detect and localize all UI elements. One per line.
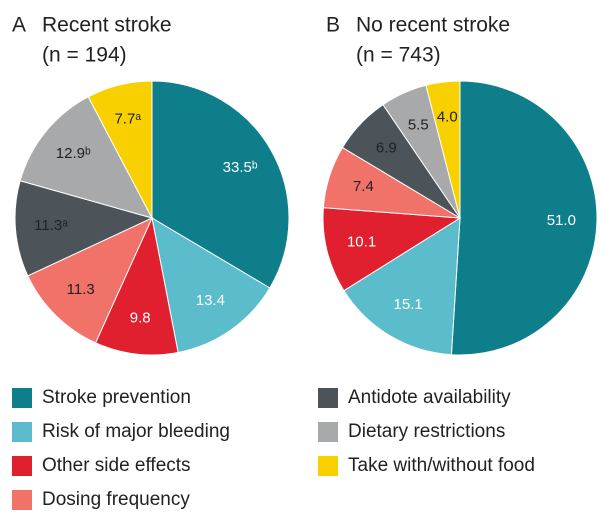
slice-label: 12.9ᵇ <box>56 145 91 162</box>
legend-swatch <box>318 422 338 442</box>
slice-label: 4.0 <box>437 108 458 125</box>
legend-swatch <box>318 456 338 476</box>
pie-slice <box>450 80 598 356</box>
pie-slice <box>322 207 462 292</box>
legend-label: Stroke prevention <box>42 387 191 408</box>
legend-label: Dietary restrictions <box>348 421 505 442</box>
slice-label: 9.8 <box>130 310 151 327</box>
pie-slice <box>14 180 154 277</box>
slice-label: 11.3 <box>67 281 95 298</box>
pie-slice <box>87 80 153 219</box>
pie-slice <box>19 96 153 219</box>
slice-label: 7.7ᵃ <box>114 111 141 128</box>
legend-label: Dosing frequency <box>42 489 190 510</box>
legend-label: Risk of major bleeding <box>42 421 230 442</box>
legend-swatch <box>12 456 32 476</box>
legend-swatch <box>12 422 32 442</box>
chart-title: No recent stroke <box>356 14 510 37</box>
slice-label: 6.9 <box>376 139 397 156</box>
slice-label: 5.5 <box>408 117 429 134</box>
panel-letter: A <box>12 14 26 37</box>
legend-swatch <box>12 388 32 408</box>
slice-label: 10.1 <box>347 233 376 250</box>
legend-swatch <box>12 490 32 510</box>
chart-subtitle: (n = 743) <box>356 44 441 67</box>
pie-slice <box>343 217 461 356</box>
pie-slice <box>151 80 290 289</box>
legend-label: Other side effects <box>42 455 191 476</box>
slice-label: 33.5ᵇ <box>223 159 258 176</box>
legend-label: Take with/without food <box>348 455 535 476</box>
pie-slice <box>27 216 154 344</box>
slice-label: 7.4 <box>353 178 374 195</box>
chart-subtitle: (n = 194) <box>42 44 127 67</box>
slice-label: 15.1 <box>394 296 423 313</box>
pie-slice <box>151 217 271 354</box>
slice-label: 51.0 <box>547 212 576 229</box>
chart-title: Recent stroke <box>42 14 172 37</box>
slice-label: 13.4 <box>196 292 225 309</box>
pie-slice <box>94 216 179 356</box>
legend-swatch <box>318 388 338 408</box>
legend-label: Antidote availability <box>348 387 511 408</box>
pie-slice <box>425 80 461 219</box>
slice-label: 11.3ᵃ <box>34 217 68 234</box>
panel-letter: B <box>326 14 340 37</box>
